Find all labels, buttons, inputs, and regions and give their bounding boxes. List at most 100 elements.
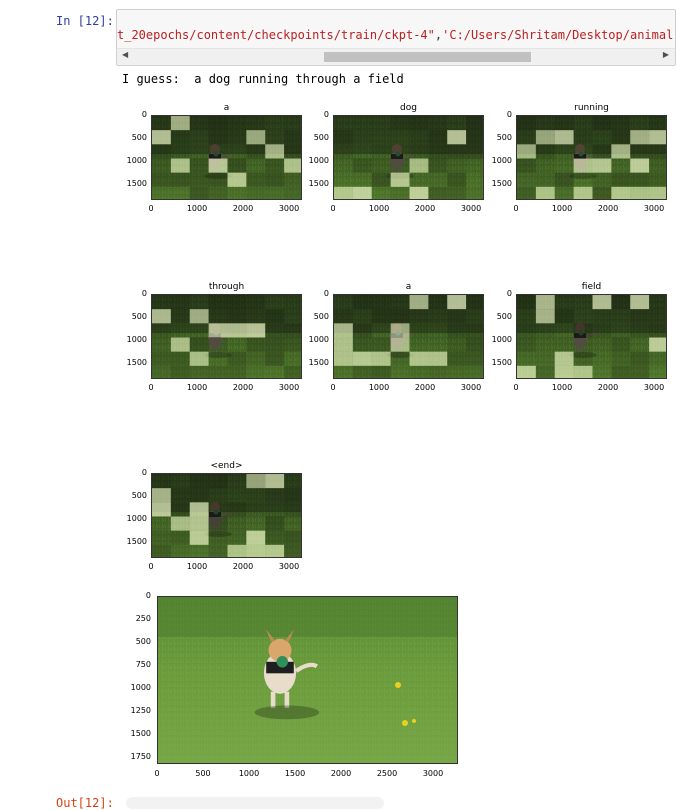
attention-tile xyxy=(246,172,266,187)
attention-tile xyxy=(535,130,555,145)
attention-tile xyxy=(246,516,266,531)
attention-tile xyxy=(152,351,171,366)
attention-tile xyxy=(265,365,285,378)
y-tick-label: 1000 xyxy=(130,683,151,692)
y-tick-label: 1500 xyxy=(126,179,147,188)
attention-tile xyxy=(428,186,448,199)
attention-heatmap xyxy=(334,295,483,378)
subplot-title: a xyxy=(223,103,230,113)
attention-tile xyxy=(573,351,593,366)
attention-tile xyxy=(447,309,467,324)
attention-tile xyxy=(189,172,209,187)
input-photo xyxy=(157,596,458,764)
attention-tile xyxy=(409,116,429,131)
y-tick-label: 1000 xyxy=(126,156,147,165)
attention-tile xyxy=(170,365,190,378)
attention-tile xyxy=(428,323,448,338)
attention-tile xyxy=(390,130,410,145)
attention-tile xyxy=(592,365,612,378)
attention-tile xyxy=(428,144,448,159)
attention-tile xyxy=(447,172,467,187)
attention-tile xyxy=(390,309,410,324)
attention-tile xyxy=(447,323,467,338)
x-tick-label: 1500 xyxy=(284,769,306,778)
x-tick-label: 2000 xyxy=(232,204,254,213)
attention-tile xyxy=(630,130,650,145)
attention-tile xyxy=(208,144,228,159)
attention-tile xyxy=(592,172,612,187)
attention-tile xyxy=(554,172,574,187)
attention-tile xyxy=(246,502,266,517)
attention-tile xyxy=(535,172,555,187)
attention-tile xyxy=(409,295,429,310)
attention-tile xyxy=(208,516,228,531)
attention-tile xyxy=(265,309,285,324)
attention-tile xyxy=(227,351,247,366)
y-tick-label: 0 xyxy=(145,591,151,600)
attention-tile xyxy=(189,309,209,324)
attention-tile xyxy=(428,116,448,131)
code-separator: , xyxy=(434,28,443,42)
attention-tile xyxy=(227,144,247,159)
attention-tile xyxy=(611,295,631,310)
attention-image xyxy=(151,115,302,200)
scroll-right-icon[interactable]: ▶ xyxy=(662,50,669,59)
attention-tile xyxy=(189,144,209,159)
attention-image xyxy=(151,294,302,379)
attention-heatmap xyxy=(517,295,666,378)
attention-tile xyxy=(152,544,171,557)
attention-tile xyxy=(246,295,266,310)
attention-tile xyxy=(227,530,247,545)
attention-tile xyxy=(649,365,666,378)
attention-tile xyxy=(227,502,247,517)
x-tick-label: 2500 xyxy=(376,769,398,778)
code-cell[interactable]: t_20epochs/content/checkpoints/train/ckp… xyxy=(116,9,676,66)
attention-tile xyxy=(517,337,536,352)
attention-tile xyxy=(554,116,574,131)
attention-tile xyxy=(246,323,266,338)
attention-tile xyxy=(227,295,247,310)
attention-tile xyxy=(611,351,631,366)
attention-tile xyxy=(428,130,448,145)
attention-tile xyxy=(592,295,612,310)
attention-tile xyxy=(352,116,372,131)
attention-tile xyxy=(152,295,171,310)
attention-tile xyxy=(170,323,190,338)
attention-tile xyxy=(409,144,429,159)
attention-tile xyxy=(352,365,372,378)
attention-tile xyxy=(592,337,612,352)
attention-tile xyxy=(573,186,593,199)
attention-tile xyxy=(152,144,171,159)
attention-tile xyxy=(517,144,536,159)
x-tick-label: 500 xyxy=(195,769,211,778)
x-tick-label: 3000 xyxy=(278,204,300,213)
attention-tile xyxy=(334,116,353,131)
attention-tile xyxy=(334,172,353,187)
attention-tile xyxy=(428,309,448,324)
attention-tile xyxy=(227,172,247,187)
attention-tile xyxy=(170,488,190,503)
y-tick-label: 1000 xyxy=(126,335,147,344)
horizontal-scrollbar[interactable]: ◀ ▶ xyxy=(117,48,675,65)
attention-tile xyxy=(611,337,631,352)
attention-tile xyxy=(152,116,171,131)
attention-tile xyxy=(554,158,574,173)
scroll-left-icon[interactable]: ◀ xyxy=(122,50,129,59)
y-tick-label: 1000 xyxy=(491,156,512,165)
attention-tile xyxy=(371,186,391,199)
scrollbar-thumb[interactable] xyxy=(324,52,531,62)
attention-tile xyxy=(170,116,190,131)
attention-tile xyxy=(208,488,228,503)
attention-tile xyxy=(265,337,285,352)
code-line[interactable]: t_20epochs/content/checkpoints/train/ckp… xyxy=(117,28,675,42)
attention-tile xyxy=(630,337,650,352)
attention-tile xyxy=(390,337,410,352)
attention-tile xyxy=(265,351,285,366)
attention-tile xyxy=(265,130,285,145)
y-tick-label: 1500 xyxy=(126,537,147,546)
y-tick-label: 1000 xyxy=(126,514,147,523)
attention-tile xyxy=(611,130,631,145)
attention-tile xyxy=(428,351,448,366)
attention-tile xyxy=(265,530,285,545)
attention-tile xyxy=(390,295,410,310)
